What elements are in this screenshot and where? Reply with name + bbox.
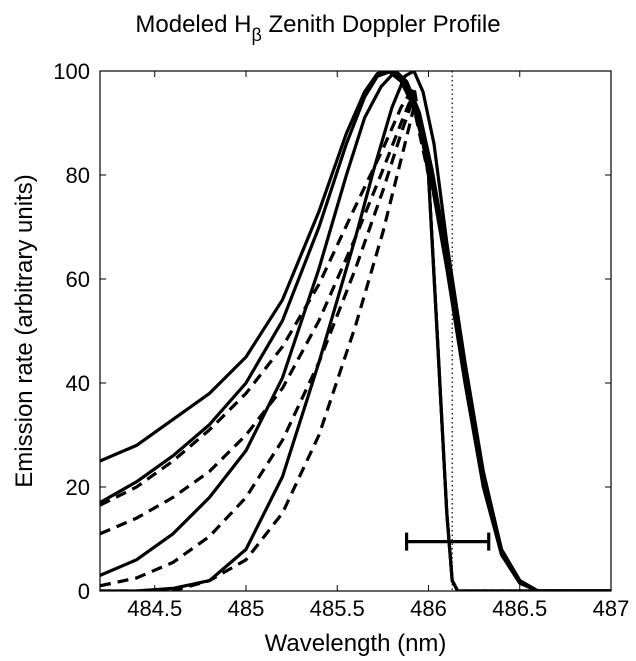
x-tick-label: 485.5	[310, 596, 365, 621]
series-line-7-dashed	[100, 95, 611, 591]
series-line-8-dashed	[100, 105, 611, 591]
y-tick-label: 100	[53, 59, 90, 84]
tick-layer: 484.5 485 485.5 486 486.5 487 0 20 40 60 80 100	[53, 59, 629, 621]
y-tick-label: 20	[66, 475, 90, 500]
error-bar	[405, 532, 491, 551]
x-tick-label: 487	[593, 596, 630, 621]
y-tick-label: 60	[66, 267, 90, 292]
y-tick-label: 80	[66, 163, 90, 188]
series-line-4-solid	[100, 71, 611, 591]
y-tick-label: 0	[78, 579, 90, 604]
series-line-5-dashed	[100, 85, 611, 591]
x-tick-label: 484.5	[127, 596, 182, 621]
y-axis-label: Emission rate (arbitrary units)	[11, 174, 38, 487]
overlay-layer	[405, 71, 491, 591]
x-tick-label: 485	[228, 596, 265, 621]
y-tick-label: 40	[66, 371, 90, 396]
plot-area: 484.5 485 485.5 486 486.5 487 0 20 40 60 80 100	[53, 59, 629, 621]
x-tick-label: 486	[410, 596, 447, 621]
x-tick-label: 486.5	[492, 596, 547, 621]
plot-frame	[99, 70, 612, 592]
chart-title: Modeled Hβ Zenith Doppler Profile	[135, 11, 500, 45]
series-line-3-solid	[100, 71, 611, 591]
series-line-6-dashed	[100, 90, 611, 591]
title-subscript: β	[251, 25, 261, 45]
x-axis-label: Wavelength (nm)	[265, 630, 447, 657]
series-layer	[100, 71, 611, 591]
